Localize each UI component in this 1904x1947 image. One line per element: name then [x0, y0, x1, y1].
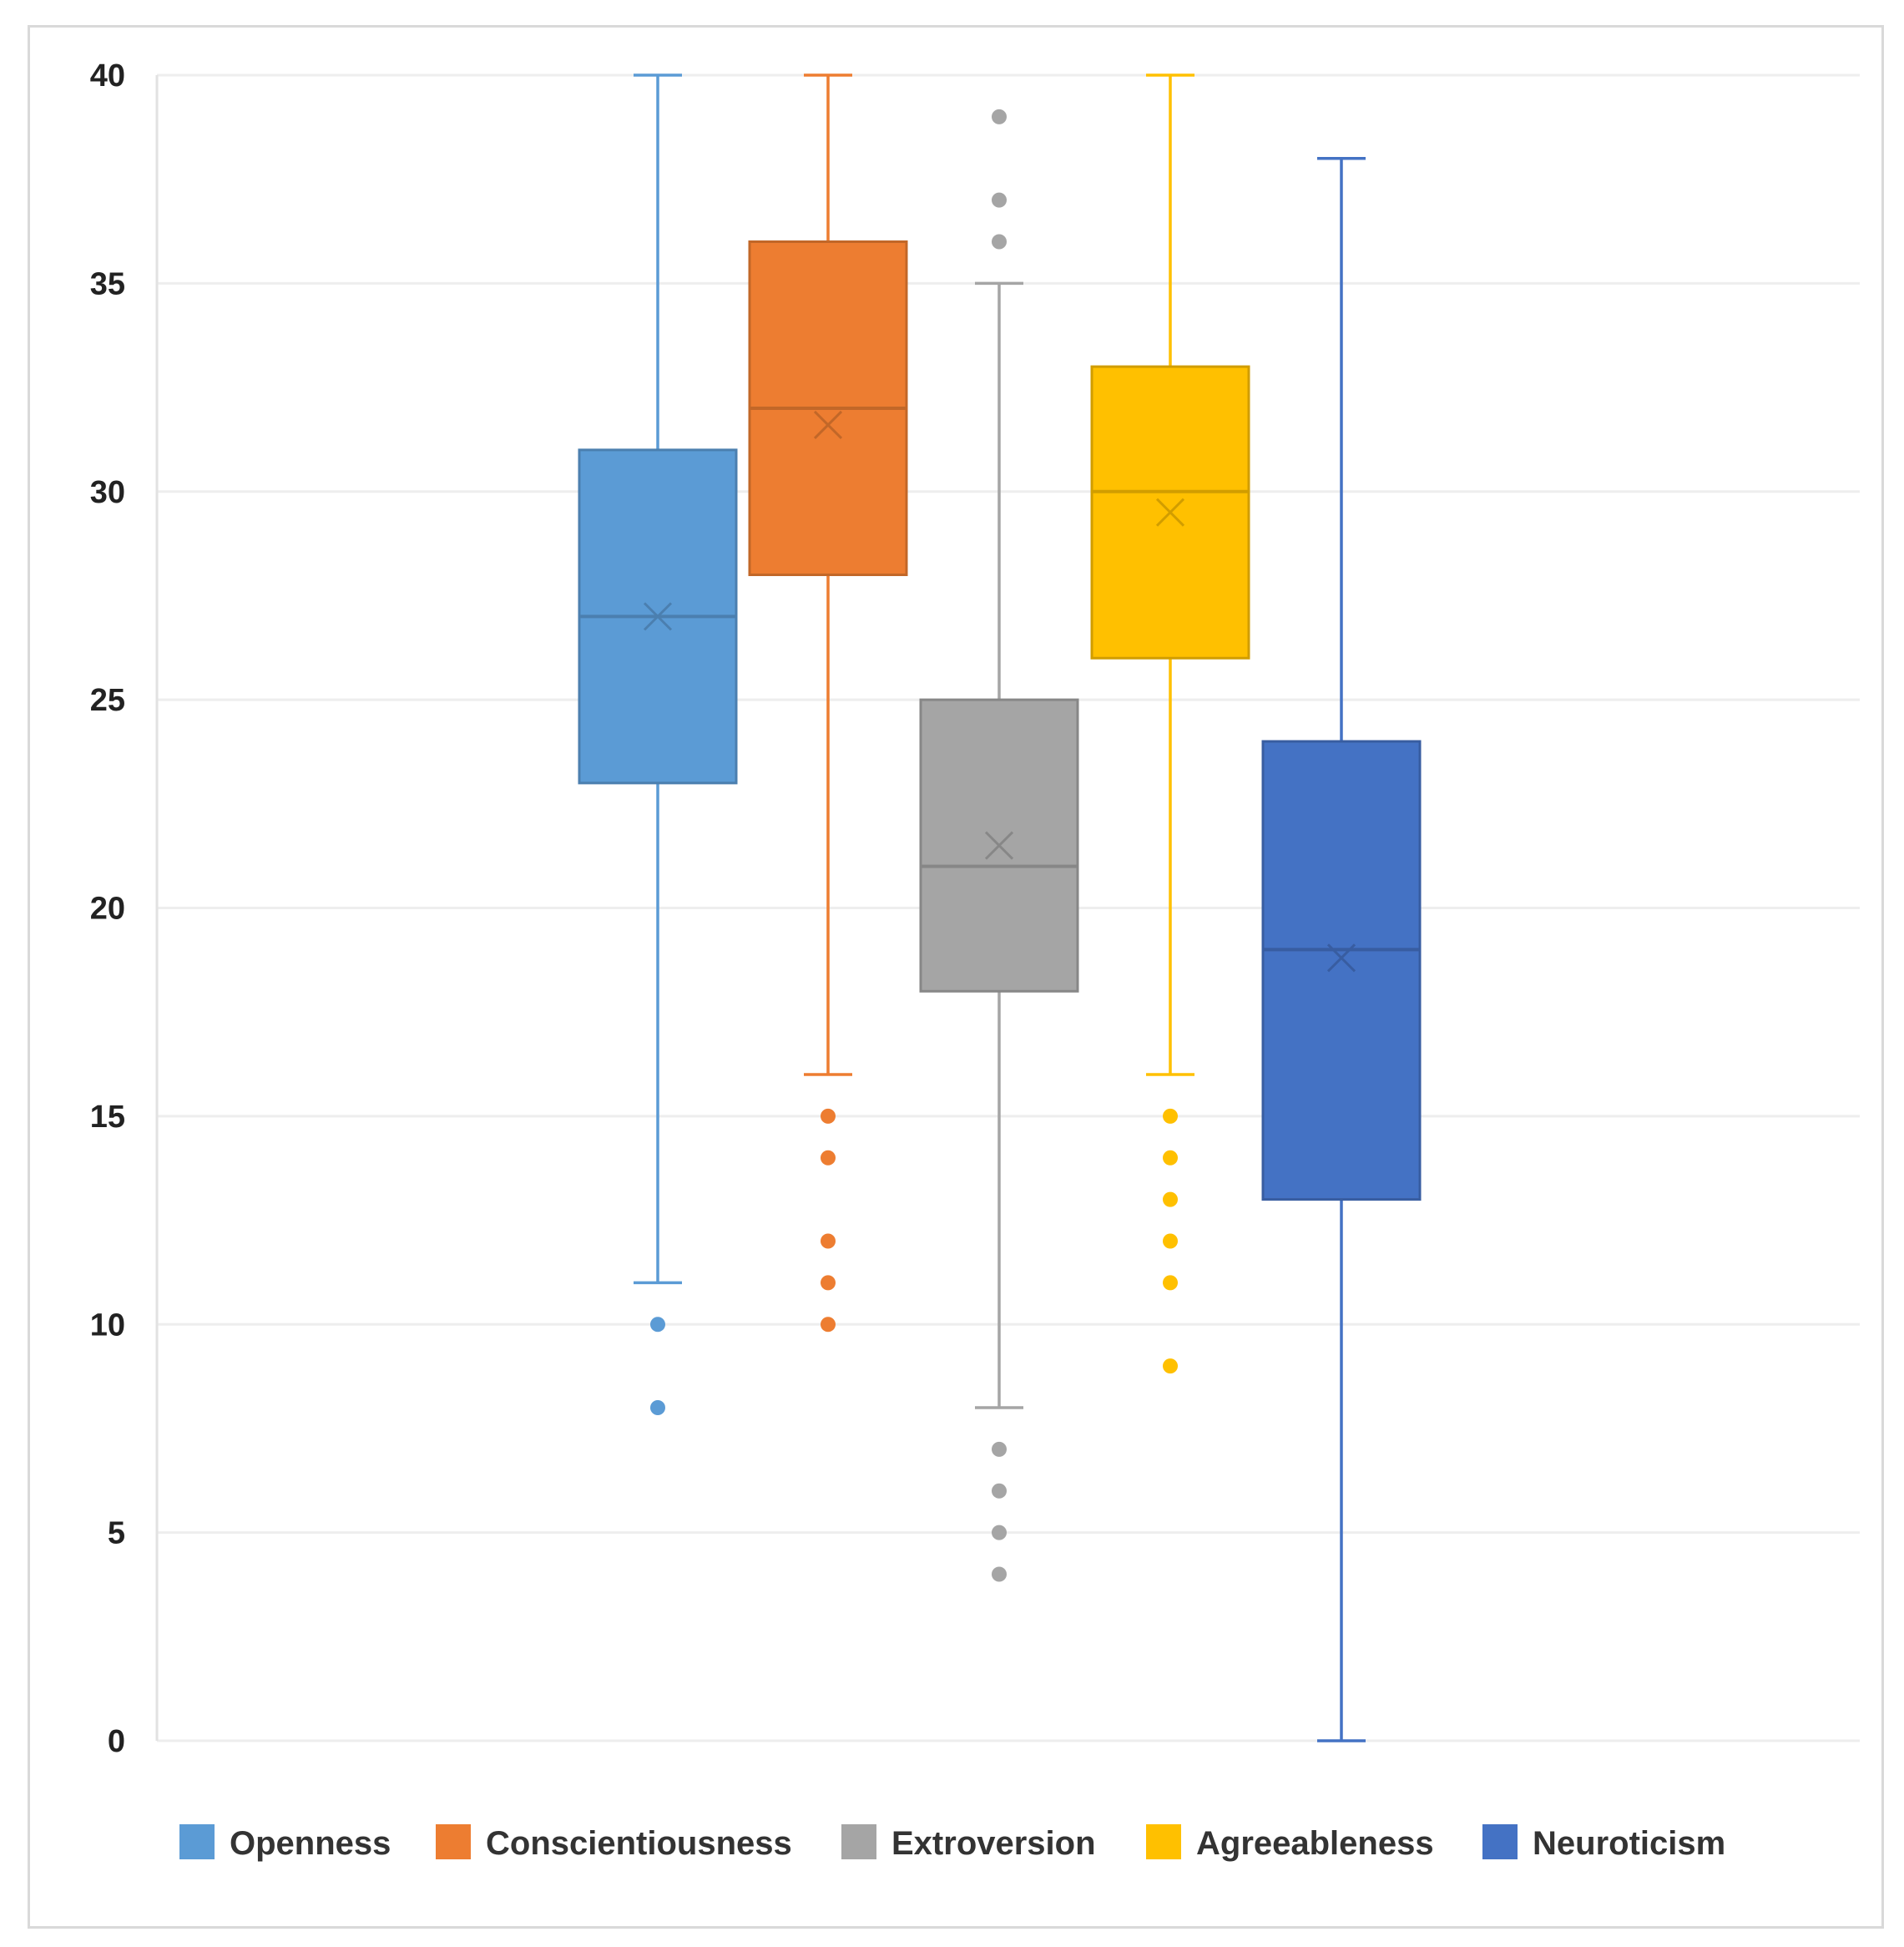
- outlier-point: [992, 192, 1007, 208]
- outlier-point: [821, 1108, 836, 1124]
- legend-item-agreeableness: Agreeableness: [1146, 1824, 1434, 1862]
- outlier-point: [1163, 1275, 1178, 1291]
- legend-label: Extroversion: [891, 1825, 1096, 1862]
- outlier-point: [1163, 1150, 1178, 1166]
- legend-swatch: [179, 1824, 215, 1859]
- legend-item-openness: Openness: [179, 1824, 391, 1862]
- y-axis: 0 5 10 15 20 25 30 35 40: [90, 58, 159, 1759]
- mean-marker: [813, 410, 843, 440]
- legend-item-extroversion: Extroversion: [841, 1824, 1096, 1862]
- legend-swatch: [436, 1824, 471, 1859]
- outlier-point: [821, 1233, 836, 1249]
- plot-area: [578, 73, 1422, 1742]
- legend-label: Conscientiousness: [486, 1825, 792, 1862]
- outlier-point: [992, 109, 1007, 124]
- y-tick-label: 25: [90, 683, 125, 718]
- legend-swatch: [1146, 1824, 1181, 1859]
- box-conscientiousness: [748, 73, 908, 1333]
- y-tick-label: 20: [90, 892, 125, 927]
- box-agreeableness: [1090, 73, 1250, 1374]
- outlier-point: [821, 1317, 836, 1333]
- outlier-point: [1163, 1108, 1178, 1124]
- mean-marker: [643, 602, 673, 631]
- mean-marker: [1326, 943, 1356, 973]
- outlier-point: [992, 1525, 1007, 1540]
- y-tick-label: 40: [90, 58, 125, 94]
- legend: Openness Conscientiousness Extroversion Agr…: [179, 1824, 1725, 1862]
- legend-item-neuroticism: Neuroticism: [1482, 1824, 1725, 1862]
- legend-label: Openness: [230, 1825, 391, 1862]
- outlier-point: [650, 1400, 665, 1415]
- outlier-point: [821, 1150, 836, 1166]
- y-tick-label: 10: [90, 1307, 125, 1343]
- outlier-point: [821, 1275, 836, 1291]
- legend-label: Agreeableness: [1196, 1825, 1434, 1862]
- box-extroversion: [919, 109, 1079, 1582]
- y-tick-label: 30: [90, 475, 125, 510]
- box-openness: [578, 73, 738, 1415]
- outlier-point: [992, 1483, 1007, 1499]
- outlier-point: [992, 1441, 1007, 1457]
- outlier-point: [992, 234, 1007, 250]
- outlier-point: [650, 1317, 665, 1333]
- y-tick-label: 5: [108, 1516, 125, 1551]
- outlier-point: [1163, 1233, 1178, 1249]
- legend-swatch: [841, 1824, 876, 1859]
- legend-swatch: [1482, 1824, 1518, 1859]
- outlier-point: [1163, 1191, 1178, 1207]
- outlier-point: [1163, 1358, 1178, 1374]
- legend-item-conscientiousness: Conscientiousness: [436, 1824, 792, 1862]
- y-tick-label: 0: [108, 1724, 125, 1759]
- box-neuroticism: [1261, 157, 1422, 1742]
- y-tick-label: 15: [90, 1100, 125, 1135]
- iqr-box: [1261, 740, 1422, 1201]
- mean-marker: [984, 831, 1014, 860]
- mean-marker: [1155, 498, 1185, 527]
- outlier-point: [992, 1566, 1007, 1582]
- y-tick-label: 35: [90, 266, 125, 301]
- legend-label: Neuroticism: [1533, 1825, 1725, 1862]
